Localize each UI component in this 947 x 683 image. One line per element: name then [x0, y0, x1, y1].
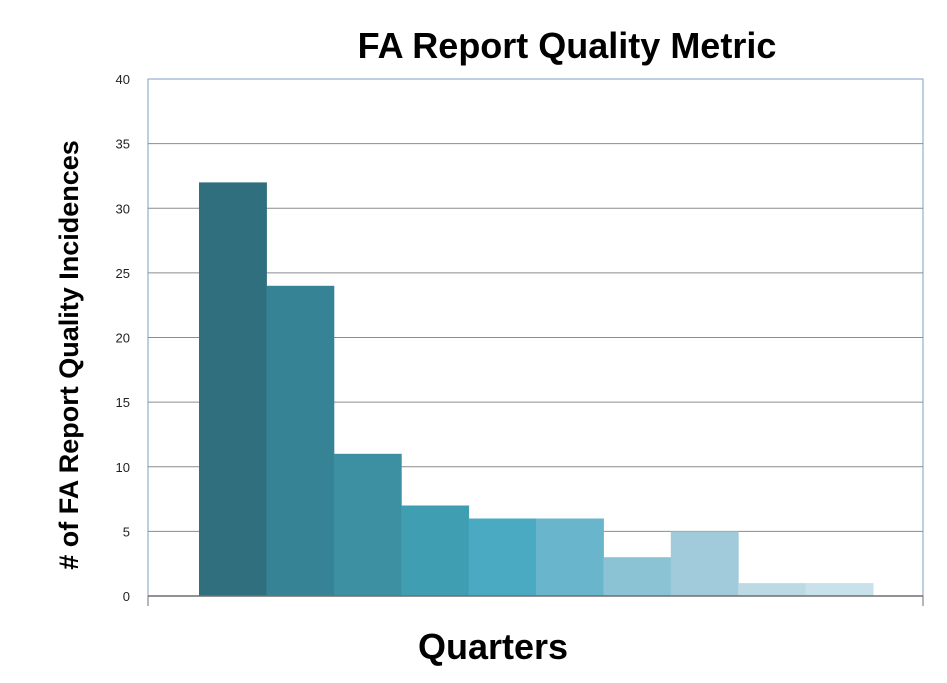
x-axis-title: Quarters [418, 626, 568, 667]
y-tick-label: 40 [116, 72, 130, 87]
chart-title: FA Report Quality Metric [358, 25, 777, 66]
bar-4 [401, 505, 470, 596]
y-tick-label: 35 [116, 137, 130, 152]
y-tick-label: 20 [116, 331, 130, 346]
bar-3 [333, 453, 402, 596]
x-axis [147, 595, 924, 606]
y-tick-label: 15 [116, 395, 130, 410]
bar-5 [468, 518, 537, 596]
bar-8 [670, 531, 739, 596]
bar-10 [805, 583, 874, 596]
y-tick-labels: 0 5 10 15 20 25 30 35 40 [116, 72, 130, 604]
y-tick-label: 5 [123, 524, 130, 539]
bar-9 [738, 583, 807, 596]
bars [199, 182, 874, 596]
bar-7 [603, 557, 672, 596]
bar-2 [266, 285, 335, 596]
y-tick-label: 0 [123, 589, 130, 604]
y-tick-label: 10 [116, 460, 130, 475]
bar-1 [199, 182, 267, 596]
y-tick-label: 25 [116, 266, 130, 281]
y-tick-label: 30 [116, 201, 130, 216]
bar-6 [536, 518, 604, 596]
y-axis-title: # of FA Report Quality Incidences [54, 140, 84, 570]
